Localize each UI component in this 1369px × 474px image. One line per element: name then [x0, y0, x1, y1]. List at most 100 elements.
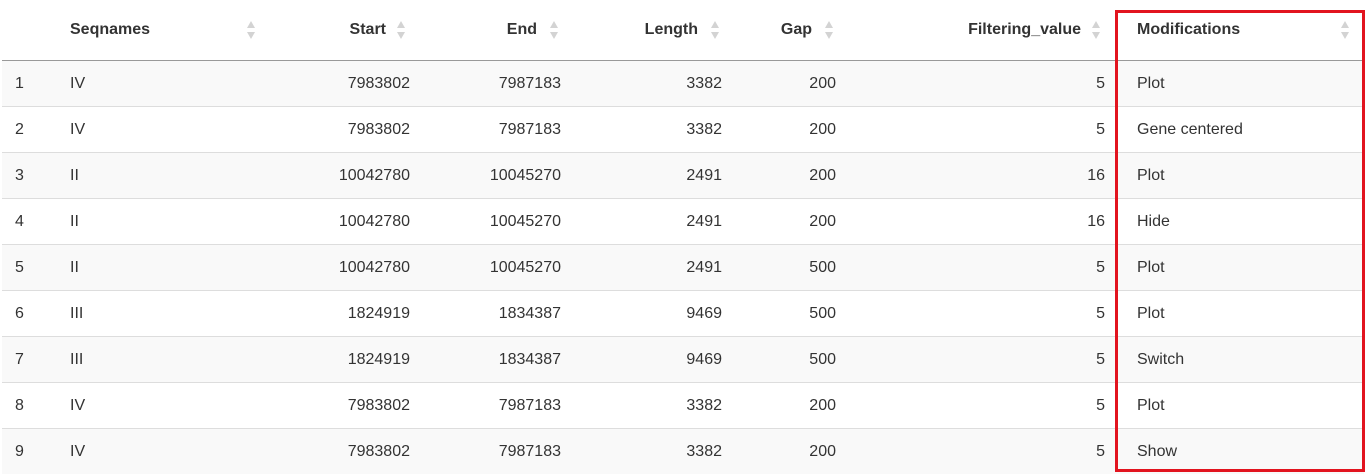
table-row[interactable]: 8 IV 7983802 7987183 3382 200 5 Plot	[2, 382, 1364, 429]
sort-icon[interactable]	[711, 20, 720, 40]
column-header-gap[interactable]: Gap	[732, 0, 856, 61]
column-header-label: Modifications	[1137, 21, 1241, 38]
cell-start: 7983802	[264, 60, 416, 107]
cell-gap: 200	[732, 428, 856, 474]
cell-start: 10042780	[264, 244, 416, 291]
cell-start: 10042780	[264, 152, 416, 199]
cell-filtering-value: 5	[856, 60, 1121, 107]
column-header-label: End	[506, 21, 537, 38]
cell-filtering-value: 5	[856, 290, 1121, 337]
sort-icon[interactable]	[247, 20, 256, 40]
cell-index: 4	[2, 198, 54, 245]
cell-filtering-value: 5	[856, 106, 1121, 153]
cell-gap: 200	[732, 60, 856, 107]
table-row[interactable]: 6 III 1824919 1834387 9469 500 5 Plot	[2, 290, 1364, 337]
sort-icon[interactable]	[825, 20, 834, 40]
sort-icon[interactable]	[550, 20, 559, 40]
cell-modifications: Plot	[1121, 244, 1364, 291]
cell-start: 7983802	[264, 382, 416, 429]
cell-modifications: Gene centered	[1121, 106, 1364, 153]
cell-filtering-value: 5	[856, 428, 1121, 474]
cell-seqnames: IV	[54, 382, 264, 429]
column-header-label: Filtering_value	[968, 21, 1081, 38]
cell-length: 3382	[571, 106, 732, 153]
cell-gap: 200	[732, 106, 856, 153]
cell-end: 7987183	[416, 428, 571, 474]
cell-end: 1834387	[416, 336, 571, 383]
table-row[interactable]: 9 IV 7983802 7987183 3382 200 5 Show	[2, 428, 1364, 474]
cell-gap: 200	[732, 152, 856, 199]
table-row[interactable]: 1 IV 7983802 7987183 3382 200 5 Plot	[2, 60, 1364, 107]
cell-seqnames: II	[54, 152, 264, 199]
cell-length: 2491	[571, 244, 732, 291]
cell-end: 10045270	[416, 198, 571, 245]
cell-seqnames: II	[54, 244, 264, 291]
cell-filtering-value: 16	[856, 198, 1121, 245]
cell-length: 2491	[571, 152, 732, 199]
table-row[interactable]: 5 II 10042780 10045270 2491 500 5 Plot	[2, 244, 1364, 291]
cell-index: 8	[2, 382, 54, 429]
cell-filtering-value: 5	[856, 382, 1121, 429]
cell-end: 7987183	[416, 382, 571, 429]
cell-index: 6	[2, 290, 54, 337]
cell-modifications: Plot	[1121, 60, 1364, 107]
cell-seqnames: IV	[54, 428, 264, 474]
cell-seqnames: IV	[54, 106, 264, 153]
column-header-label: Gap	[780, 21, 812, 38]
cell-index: 1	[2, 60, 54, 107]
cell-index: 3	[2, 152, 54, 199]
cell-end: 1834387	[416, 290, 571, 337]
cell-gap: 200	[732, 382, 856, 429]
cell-filtering-value: 5	[856, 336, 1121, 383]
table-row[interactable]: 2 IV 7983802 7987183 3382 200 5 Gene cen…	[2, 106, 1364, 153]
column-header-end[interactable]: End	[416, 0, 571, 61]
table-row[interactable]: 7 III 1824919 1834387 9469 500 5 Switch	[2, 336, 1364, 383]
cell-index: 9	[2, 428, 54, 474]
table-body: 1 IV 7983802 7987183 3382 200 5 Plot 2 I…	[2, 60, 1364, 474]
cell-end: 7987183	[416, 60, 571, 107]
column-header-label: Seqnames	[70, 21, 151, 38]
column-header-index	[2, 0, 54, 61]
cell-end: 10045270	[416, 152, 571, 199]
sort-icon[interactable]	[1341, 20, 1350, 40]
cell-start: 7983802	[264, 106, 416, 153]
column-header-label: Start	[349, 21, 386, 38]
cell-modifications: Plot	[1121, 152, 1364, 199]
column-header-start[interactable]: Start	[264, 0, 416, 61]
cell-filtering-value: 5	[856, 244, 1121, 291]
cell-modifications: Show	[1121, 428, 1364, 474]
cell-seqnames: IV	[54, 60, 264, 107]
column-header-modifications[interactable]: Modifications	[1121, 0, 1364, 61]
cell-gap: 200	[732, 198, 856, 245]
cell-filtering-value: 16	[856, 152, 1121, 199]
table-row[interactable]: 3 II 10042780 10045270 2491 200 16 Plot	[2, 152, 1364, 199]
cell-seqnames: III	[54, 336, 264, 383]
table-row[interactable]: 4 II 10042780 10045270 2491 200 16 Hide	[2, 198, 1364, 245]
cell-length: 2491	[571, 198, 732, 245]
cell-length: 3382	[571, 382, 732, 429]
cell-start: 10042780	[264, 198, 416, 245]
cell-seqnames: III	[54, 290, 264, 337]
sort-icon[interactable]	[397, 20, 406, 40]
cell-modifications: Plot	[1121, 382, 1364, 429]
cell-start: 1824919	[264, 290, 416, 337]
cell-gap: 500	[732, 290, 856, 337]
cell-start: 1824919	[264, 336, 416, 383]
cell-length: 3382	[571, 60, 732, 107]
cell-end: 7987183	[416, 106, 571, 153]
column-header-length[interactable]: Length	[571, 0, 732, 61]
cell-index: 2	[2, 106, 54, 153]
column-header-seqnames[interactable]: Seqnames	[54, 0, 264, 61]
column-header-filtering-value[interactable]: Filtering_value	[856, 0, 1121, 61]
cell-modifications: Plot	[1121, 290, 1364, 337]
cell-gap: 500	[732, 244, 856, 291]
table-header: Seqnames Start End Length Gap Filtering_…	[2, 0, 1364, 61]
cell-length: 3382	[571, 428, 732, 474]
cell-start: 7983802	[264, 428, 416, 474]
sort-icon[interactable]	[1092, 20, 1101, 40]
cell-modifications: Hide	[1121, 198, 1364, 245]
cell-modifications: Switch	[1121, 336, 1364, 383]
cell-end: 10045270	[416, 244, 571, 291]
header-row: Seqnames Start End Length Gap Filtering_…	[2, 0, 1364, 61]
